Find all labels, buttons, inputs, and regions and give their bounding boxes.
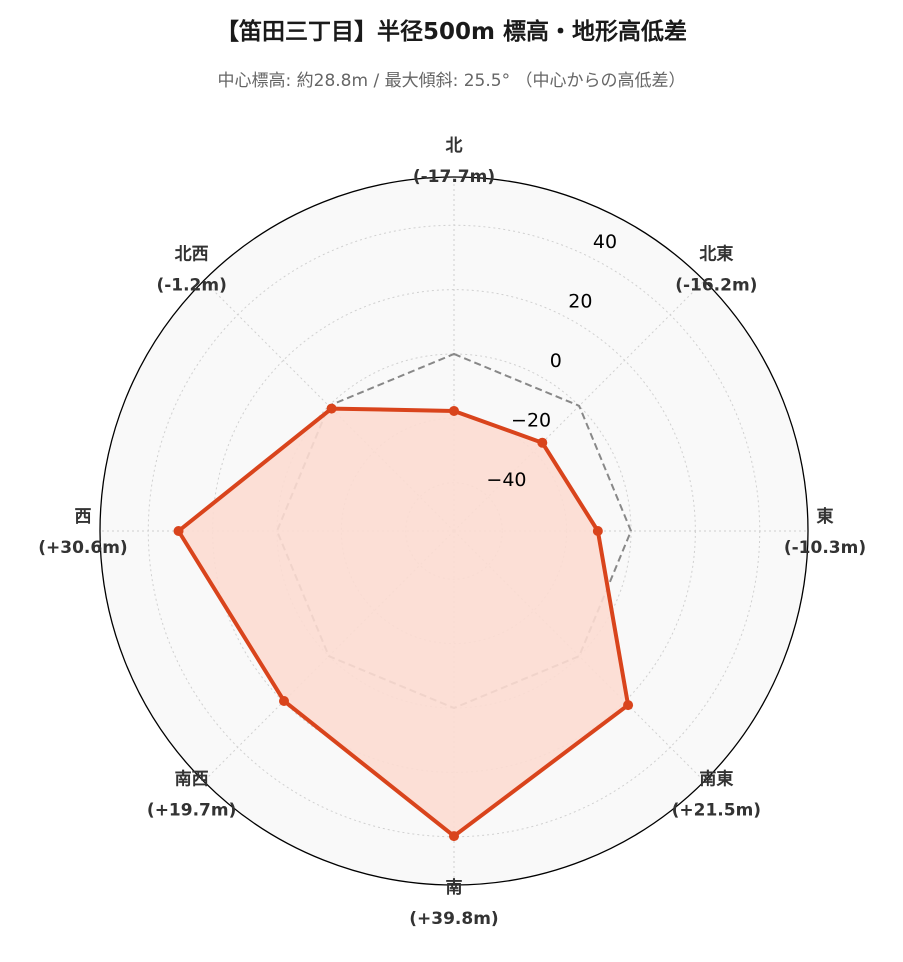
direction-value-南: (+39.8m)	[409, 909, 498, 929]
direction-value-北西: (-1.2m)	[156, 276, 226, 296]
r-tick-label: −20	[511, 409, 551, 431]
chart-title: 【笛田三丁目】半径500m 標高・地形高低差	[216, 19, 687, 45]
data-point-北東	[537, 437, 548, 448]
direction-value-北: (-17.7m)	[413, 167, 495, 187]
direction-label-南東: 南東	[699, 768, 733, 789]
direction-label-東: 東	[817, 506, 834, 527]
data-point-西	[173, 526, 184, 536]
direction-label-北西: 北西	[175, 245, 209, 265]
data-point-東	[592, 526, 603, 536]
data-point-北	[449, 405, 459, 416]
direction-value-西: (+30.6m)	[38, 538, 127, 558]
direction-label-南: 南	[446, 877, 463, 898]
direction-label-南西: 南西	[175, 768, 209, 789]
r-tick-label: 20	[568, 291, 592, 313]
r-tick-label: 0	[550, 350, 562, 372]
r-tick-label: 40	[593, 231, 617, 253]
series-area-0	[178, 408, 629, 837]
plot-border	[99, 176, 809, 886]
direction-label-北: 北	[446, 136, 463, 156]
data-point-南東	[623, 700, 634, 711]
data-point-南西	[279, 695, 290, 706]
direction-value-南西: (+19.7m)	[147, 800, 236, 820]
r-tick-label: −40	[486, 469, 526, 491]
chart-subtitle: 中心標高: 約28.8m / 最大傾斜: 25.5° （中心からの高低差）	[217, 71, 686, 91]
data-point-北西	[326, 403, 337, 414]
direction-label-北東: 北東	[699, 244, 733, 265]
direction-label-西: 西	[75, 507, 92, 527]
direction-value-北東: (-16.2m)	[675, 276, 757, 296]
direction-value-南東: (+21.5m)	[672, 800, 761, 820]
direction-value-東: (-10.3m)	[784, 538, 866, 558]
data-point-南	[449, 831, 459, 842]
